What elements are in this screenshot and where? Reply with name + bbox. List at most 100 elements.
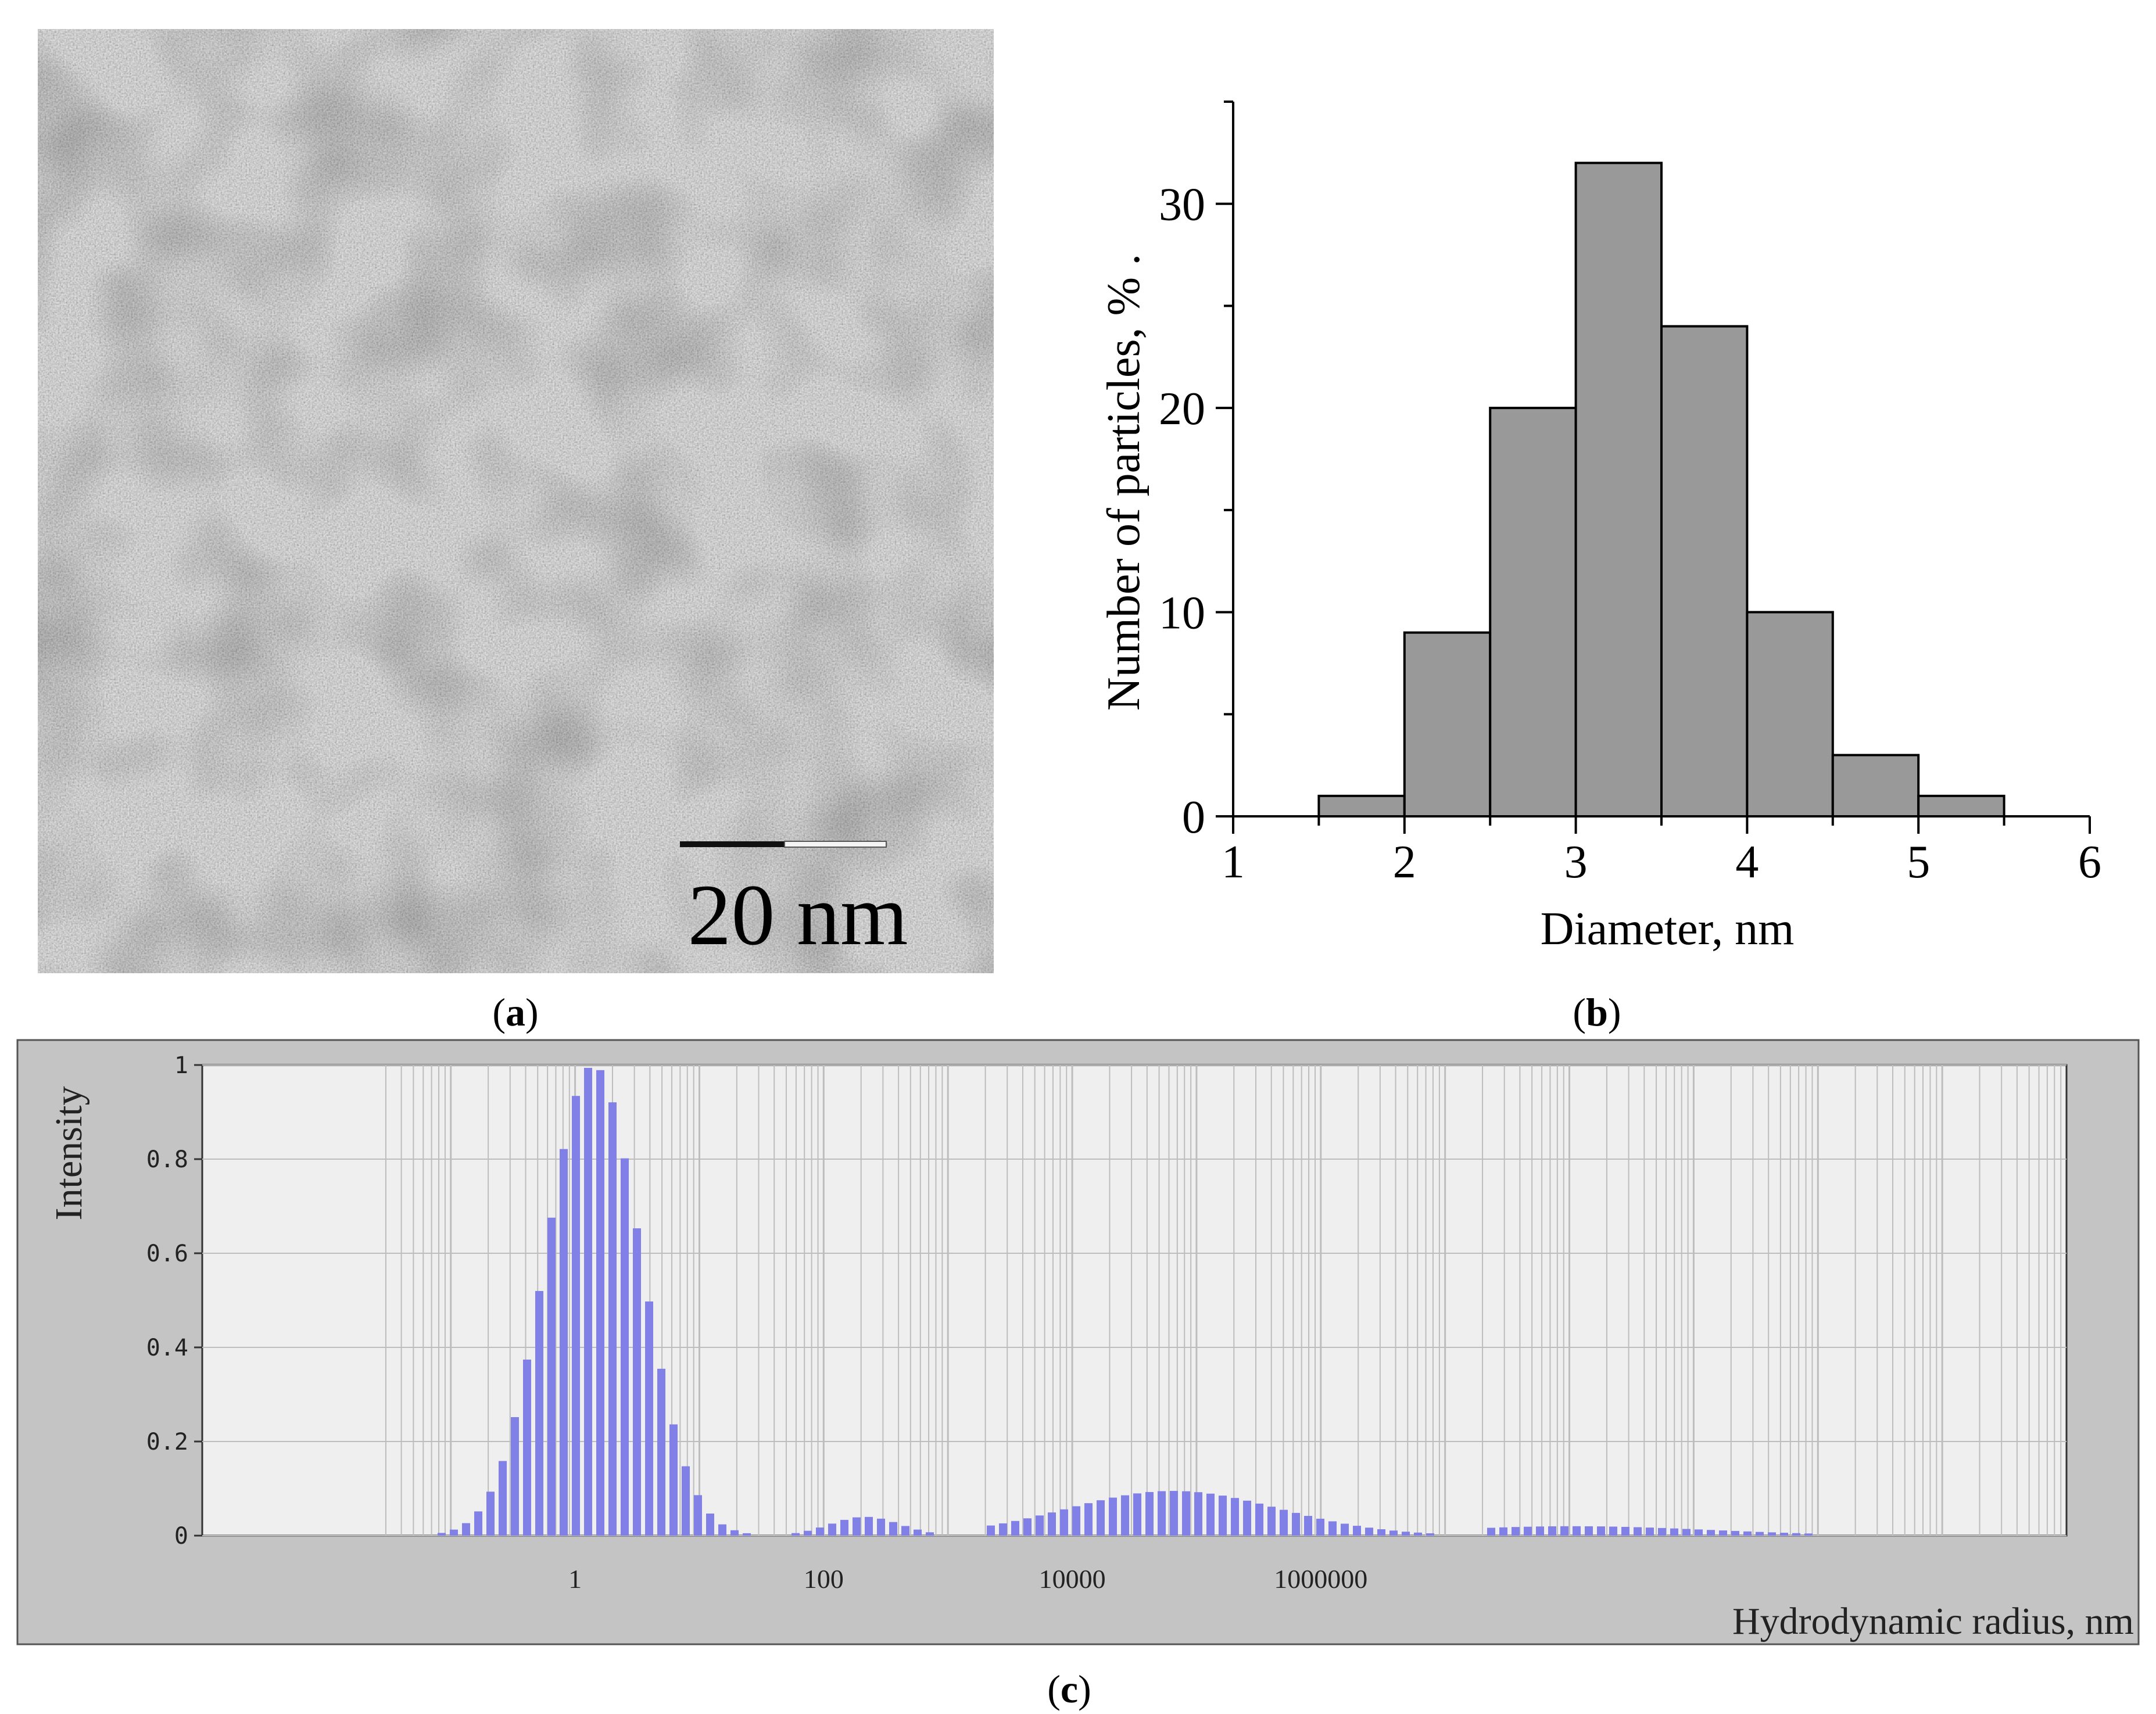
y-tick-label-0.4: 0.4 [146, 1335, 188, 1361]
hist-bar-3 [1489, 407, 1577, 817]
dls-bar-24 [718, 1524, 726, 1536]
dls-bar-27 [792, 1533, 800, 1536]
y-tick-label-30: 30 [1159, 180, 1205, 231]
dls-bar-12 [572, 1096, 580, 1536]
dls-bar-13 [584, 1067, 592, 1536]
dls-bar-70 [1365, 1527, 1373, 1536]
dls-bar-62 [1267, 1507, 1276, 1536]
dls-bar-11 [560, 1149, 568, 1536]
x-tick-label-100: 100 [804, 1564, 844, 1594]
dls-bar-85 [1597, 1526, 1605, 1536]
dls-bar-83 [1573, 1526, 1581, 1536]
y-tick-label-1: 1 [174, 1052, 188, 1079]
dls-bar-26 [743, 1533, 751, 1536]
dls-bar-3 [462, 1523, 470, 1536]
dls-bar-68 [1341, 1523, 1349, 1536]
tem-image-shading [38, 29, 994, 973]
dls-bar-17 [633, 1228, 641, 1536]
caption-a: (a) [492, 990, 538, 1034]
hist-bar-5 [1660, 325, 1749, 817]
dls-bar-25 [730, 1530, 739, 1536]
dls-bar-86 [1609, 1526, 1617, 1536]
y-tick-label-0.6: 0.6 [146, 1240, 188, 1267]
y-tick-label-0: 0 [174, 1523, 188, 1550]
dls-bar-29 [816, 1527, 824, 1536]
dls-bar-88 [1634, 1527, 1642, 1536]
dls-bar-21 [682, 1466, 690, 1536]
x-tick-label-10000: 10000 [1039, 1564, 1106, 1594]
dls-bar-1 [438, 1533, 446, 1536]
dls-bar-72 [1389, 1530, 1398, 1536]
dls-bar-90 [1658, 1527, 1666, 1536]
dls-bar-58 [1219, 1496, 1227, 1536]
dls-bar-71 [1377, 1529, 1385, 1536]
dls-bar-64 [1292, 1512, 1300, 1536]
y-axis-title: Intensity [48, 1087, 90, 1221]
dls-bar-41 [1011, 1521, 1019, 1536]
dls-bar-33 [865, 1516, 873, 1536]
dls-bar-87 [1621, 1526, 1629, 1536]
dls-bar-101 [1792, 1533, 1800, 1536]
x-tick-label-2: 2 [1393, 837, 1416, 888]
hist-bar-7 [1831, 754, 1920, 817]
scale-bar-light [784, 841, 887, 848]
panel-b-histogram: 1 2 3 4 5 6 0 10 20 30 Diameter, nm Number of parti… [1098, 101, 2101, 955]
caption-c-letter: c [1061, 1667, 1078, 1711]
dls-bar-22 [694, 1495, 702, 1536]
dls-bar-84 [1585, 1526, 1593, 1536]
caption-b: (b) [1573, 990, 1621, 1034]
dls-bar-32 [853, 1517, 861, 1536]
dls-bar-5 [486, 1491, 495, 1536]
x-tick-label-1000000: 1000000 [1274, 1564, 1367, 1594]
dls-plot-area [201, 1064, 2068, 1537]
dls-bar-82 [1560, 1526, 1568, 1536]
dls-bar-46 [1072, 1506, 1080, 1536]
y-tick-label-0.2: 0.2 [146, 1429, 188, 1455]
dls-bar-79 [1524, 1526, 1532, 1536]
dls-bar-49 [1109, 1497, 1117, 1536]
hist-bar-6 [1746, 611, 1834, 817]
dls-bar-34 [877, 1518, 885, 1536]
dls-bar-20 [669, 1424, 678, 1536]
dls-bar-67 [1328, 1521, 1337, 1536]
dls-bar-15 [608, 1102, 617, 1536]
hist-bar-1 [1317, 794, 1406, 818]
dls-bar-55 [1182, 1491, 1190, 1536]
dls-bar-43 [1036, 1515, 1044, 1536]
dls-bar-14 [596, 1070, 604, 1536]
dls-bar-52 [1145, 1491, 1154, 1536]
dls-bar-10 [547, 1217, 556, 1536]
dls-bar-50 [1121, 1495, 1129, 1536]
hist-bar-4 [1574, 162, 1663, 817]
dls-bar-54 [1170, 1491, 1178, 1536]
y-tick-label-0: 0 [1182, 792, 1205, 843]
dls-bar-97 [1743, 1531, 1752, 1536]
hist-bar-8 [1917, 794, 2005, 818]
panel-a: 20 nm [38, 29, 994, 973]
dls-bar-53 [1158, 1491, 1166, 1536]
panel-c-dls: 0 0.2 0.4 0.6 0.8 1 1 100 10000 1000000 Hydrodynam… [16, 1039, 2140, 1645]
dls-bar-36 [901, 1526, 909, 1536]
dls-bar-28 [804, 1530, 812, 1536]
dls-bar-18 [645, 1301, 653, 1536]
hist-bar-2 [1403, 631, 1492, 817]
x-tick-label-4: 4 [1735, 837, 1759, 888]
dls-bar-8 [523, 1360, 531, 1536]
dls-bar-48 [1097, 1500, 1105, 1536]
x-tick-label-6: 6 [2078, 837, 2101, 888]
dls-bar-96 [1731, 1530, 1739, 1536]
dls-bar-9 [535, 1290, 543, 1536]
dls-bar-92 [1682, 1529, 1691, 1536]
dls-bar-4 [474, 1511, 482, 1536]
x-axis-title: Diameter, nm [1541, 903, 1795, 955]
dls-bar-89 [1646, 1527, 1654, 1536]
dls-bar-38 [926, 1532, 934, 1536]
dls-bar-99 [1768, 1532, 1776, 1536]
dls-bar-69 [1353, 1526, 1361, 1536]
dls-bar-100 [1780, 1533, 1788, 1536]
dls-bar-91 [1670, 1528, 1678, 1536]
x-tick-label-5: 5 [1907, 837, 1930, 888]
dls-bar-63 [1280, 1509, 1288, 1536]
dls-bar-94 [1707, 1530, 1715, 1536]
x-tick-label-1: 1 [1222, 837, 1245, 888]
